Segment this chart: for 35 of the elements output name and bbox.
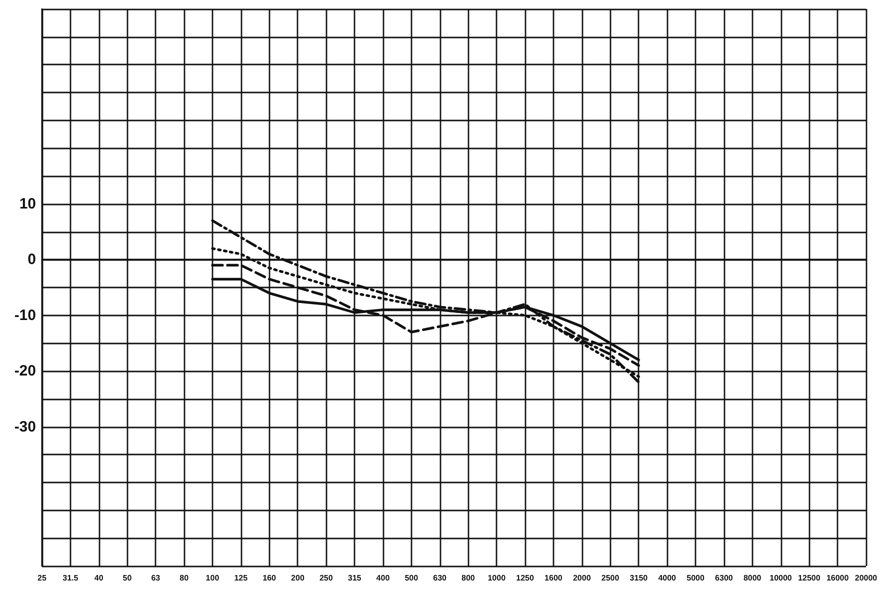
x-tick-label: 50	[122, 574, 132, 582]
x-tick-label: 315	[348, 574, 362, 582]
x-tick-label: 200	[291, 574, 305, 582]
x-tick-label: 5000	[686, 574, 705, 582]
x-tick-label: 4000	[658, 574, 677, 582]
x-tick-label: 2000	[572, 574, 592, 582]
x-tick-label: 63	[151, 574, 161, 582]
x-tick-label: 800	[462, 574, 476, 582]
x-tick-label: 125	[234, 574, 248, 582]
x-tick-label: 1250	[516, 574, 534, 582]
y-tick-label: -30	[14, 418, 36, 436]
x-tick-label: 6300	[715, 574, 734, 582]
x-tick-label: 80	[180, 574, 190, 582]
x-tick-label: 25	[38, 574, 47, 582]
x-tick-label: 8000	[743, 574, 762, 582]
x-tick-label: 630	[433, 574, 448, 582]
x-tick-label: 1600	[544, 574, 563, 582]
x-tick-label: 500	[404, 574, 419, 582]
x-tick-label: 100	[206, 574, 220, 582]
x-tick-label: 1000	[488, 574, 506, 582]
x-tick-label: 31.5	[62, 574, 79, 582]
x-tick-label: 20000	[854, 574, 878, 582]
x-tick-label: 160	[262, 574, 277, 582]
x-tick-label: 250	[319, 574, 334, 582]
y-tick-label: -20	[14, 362, 36, 380]
x-tick-label: 10000	[770, 574, 792, 582]
x-tick-label: 40	[94, 574, 104, 582]
x-tick-label: 12500	[798, 574, 821, 582]
x-tick-label: 400	[376, 574, 390, 582]
y-tick-label: 0	[28, 251, 36, 268]
y-tick-label: -10	[14, 306, 36, 324]
x-tick-label: 16000	[826, 574, 850, 582]
x-tick-label: 3150	[630, 574, 648, 582]
y-tick-label: 10	[19, 195, 36, 212]
x-tick-label: 2500	[601, 574, 620, 582]
